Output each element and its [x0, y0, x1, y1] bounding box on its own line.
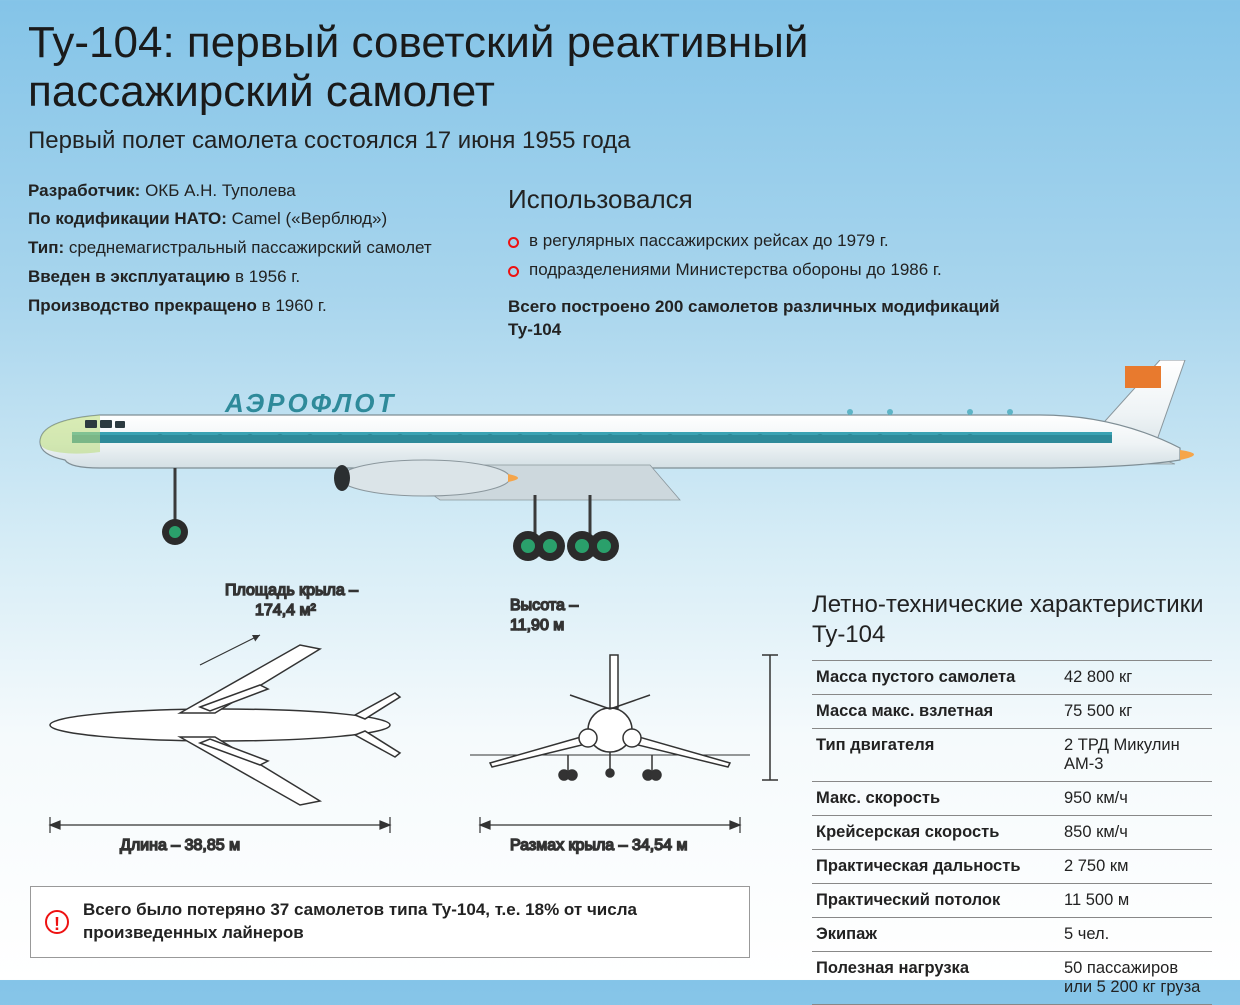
table-row: Практический потолок11 500 м — [812, 884, 1212, 918]
info-row: Введен в эксплуатацию в 1956 г. — [28, 263, 448, 292]
title-line-2: пассажирский самолет — [28, 67, 495, 116]
info-right: Использовался в регулярных пассажирских … — [508, 177, 1028, 343]
info-row: По кодификации НАТО: Camel («Верблюд») — [28, 205, 448, 234]
table-row: Тип двигателя2 ТРД Микулин АМ-3 — [812, 729, 1212, 782]
page-title: Ту-104: первый советский реактивный пасс… — [28, 18, 1212, 117]
usage-heading: Использовался — [508, 177, 1028, 221]
length-label: Длина – 38,85 м — [120, 837, 240, 854]
wing-area-value: 174,4 м² — [255, 602, 316, 619]
note-text: Всего было потеряно 37 самолетов типа Ту… — [83, 900, 637, 942]
aircraft-side-illustration: АЭРОФЛОТ — [30, 360, 1220, 580]
info-row: Производство прекращено в 1960 г. — [28, 292, 448, 321]
info-row: Разработчик: ОКБ А.Н. Туполева — [28, 177, 448, 206]
info-columns: Разработчик: ОКБ А.Н. ТуполеваПо кодифик… — [28, 177, 1212, 343]
table-row: Крейсерская скорость850 км/ч — [812, 816, 1212, 850]
wing-area-label: Площадь крыла – — [225, 582, 358, 599]
bullet-icon — [508, 237, 519, 248]
table-row: Экипаж5 чел. — [812, 918, 1212, 952]
info-row: Тип: среднемагистральный пассажирский са… — [28, 234, 448, 263]
title-line-1: Ту-104: первый советский реактивный — [28, 18, 808, 67]
plane-svg: АЭРОФЛОТ — [30, 360, 1220, 580]
livery-text: АЭРОФЛОТ — [224, 388, 396, 418]
page-subtitle: Первый полет самолета состоялся 17 июня … — [28, 127, 1212, 155]
info-left: Разработчик: ОКБ А.Н. ТуполеваПо кодифик… — [28, 177, 448, 343]
table-row: Практическая дальность2 750 км — [812, 850, 1212, 884]
specs-panel: Летно-технические характеристики Ту-104 … — [812, 590, 1212, 1005]
usage-item: подразделениями Министерства обороны до … — [508, 256, 1028, 285]
usage-item: в регулярных пассажирских рейсах до 1979… — [508, 227, 1028, 256]
diagram-views: Площадь крыла – 174,4 м² Длина – 38,85 м — [30, 555, 790, 875]
table-row: Масса макс. взлетная75 500 кг — [812, 695, 1212, 729]
height-label: Высота – — [510, 597, 578, 614]
built-total: Всего построено 200 самолетов различных … — [508, 295, 1028, 343]
alert-icon: ! — [45, 910, 69, 934]
specs-title: Летно-технические характеристики Ту-104 — [812, 590, 1212, 650]
specs-table: Масса пустого самолета42 800 кгМасса мак… — [812, 660, 1212, 1005]
table-row: Макс. скорость950 км/ч — [812, 782, 1212, 816]
loss-note: ! Всего было потеряно 37 самолетов типа … — [30, 886, 750, 958]
table-row: Полезная нагрузка50 пассажиров или 5 200… — [812, 952, 1212, 1005]
tail-flag — [1125, 366, 1161, 388]
table-row: Масса пустого самолета42 800 кг — [812, 661, 1212, 695]
bullet-icon — [508, 266, 519, 277]
span-label: Размах крыла – 34,54 м — [510, 837, 687, 854]
height-value: 11,90 м — [510, 617, 564, 634]
